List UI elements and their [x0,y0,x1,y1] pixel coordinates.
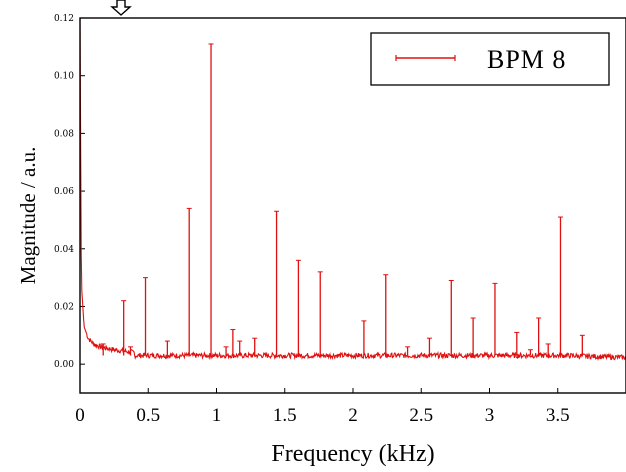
x-tick-label: 2 [348,405,358,426]
y-axis-label: Magnitude / a.u. [16,147,40,285]
x-tick-label: 3 [485,405,495,426]
y-tick-label: 0.00 [54,360,74,370]
y-tick-label: 0.10 [54,72,74,82]
x-axis-label: Frequency (kHz) [271,441,434,467]
legend-box [370,32,610,86]
y-tick-label: 0.08 [54,129,74,139]
down-arrow-icon [110,0,132,16]
y-tick-label: 0.06 [54,187,74,197]
y-tick-label: 0.04 [54,245,74,255]
y-tick-label: 0.02 [54,302,74,312]
x-tick-label: 1 [212,405,222,426]
x-tick-label: 1.5 [273,405,297,426]
legend-label-bpm-8: BPM 8 [487,45,566,74]
x-axis-ticks: 0 0.5 1 1.5 2 2.5 3 3.5 [75,388,570,426]
x-tick-label: 3.5 [546,405,570,426]
series-layer [79,17,626,362]
series-line-bpm-8 [79,17,626,362]
x-tick-label: 0 [75,405,85,426]
x-tick-label: 0.5 [136,405,160,426]
legend: BPM 8 [370,32,610,86]
x-tick-label: 2.5 [409,405,433,426]
y-tick-label: 0.12 [54,14,74,24]
